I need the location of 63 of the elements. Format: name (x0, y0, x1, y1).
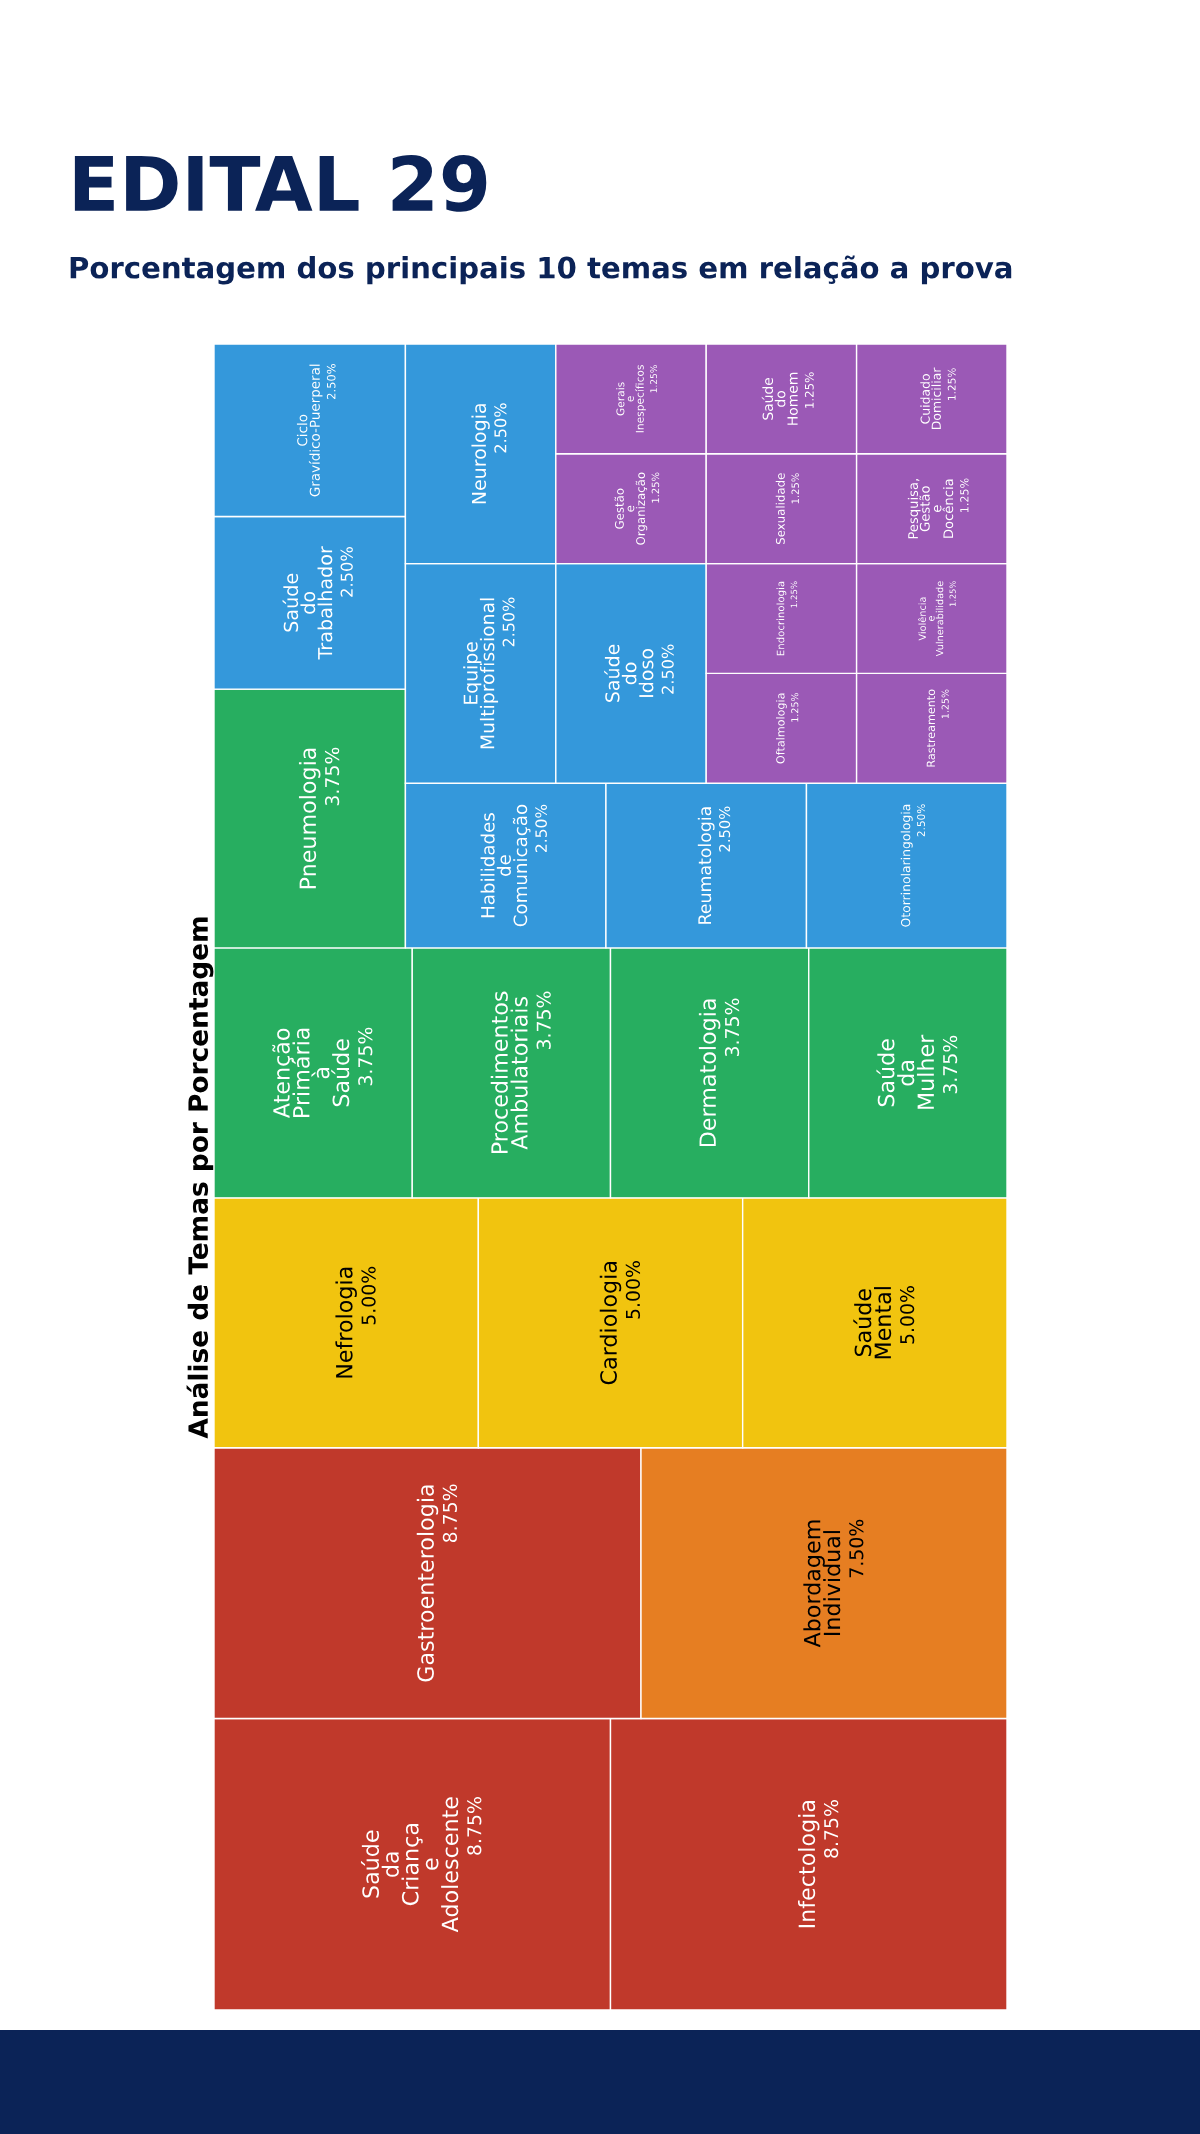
data-label: 1.25% (949, 581, 956, 607)
category-label: Reumatologia (697, 807, 715, 924)
category-label: Gerais e Inespecíficos (616, 365, 646, 433)
data-label: 7.50% (849, 1519, 864, 1578)
category-label: Equipe Multiprofissional (463, 598, 499, 749)
category-label: Procedimentos Ambulatoriais (490, 991, 528, 1154)
data-label: 5.00% (625, 1261, 641, 1319)
category-label: Saúde do Homem (761, 372, 798, 425)
category-label: Ciclo Gravídico-Puerperal (296, 364, 323, 497)
data-label: 2.50% (494, 403, 507, 453)
category-label: Infectologia (798, 1801, 820, 1928)
category-label: Saúde da Mulher (876, 1034, 935, 1109)
text: Análise de Temas por Porcentagem (186, 917, 214, 1439)
data-label: 2.50% (917, 804, 926, 837)
data-label: 2.50% (661, 644, 674, 694)
data-label: 8.75% (442, 1484, 458, 1543)
data-label: 1.25% (960, 478, 969, 513)
data-label: 1.25% (650, 365, 658, 393)
category-label: Rastreamento (926, 689, 936, 767)
category-label: Pneumologia (298, 748, 321, 889)
data-label: 2.50% (502, 597, 515, 647)
category-label: Sexualidade (775, 473, 785, 544)
data-label: 3.75% (536, 991, 551, 1050)
data-label: 5.00% (900, 1286, 915, 1344)
category-label: Habilidades de Comunicação (480, 804, 531, 927)
data-label: 3.75% (358, 1027, 373, 1086)
data-label: 1.25% (791, 473, 800, 504)
data-label: 1.25% (941, 689, 949, 719)
category-label: Saúde do Idoso (604, 644, 654, 702)
category-label: Atenção Primária à Saúde (272, 1028, 350, 1119)
category-label: Saúde Mental (853, 1287, 892, 1359)
data-label: 1.25% (804, 372, 814, 408)
data-label: 2.50% (326, 364, 336, 399)
category-label: Saúde da Criança e Adolescente (360, 1797, 459, 1933)
data-label: 8.75% (467, 1797, 482, 1855)
data-label: 8.75% (824, 1800, 839, 1858)
data-label: 1.25% (790, 581, 798, 608)
data-label: 2.50% (340, 547, 353, 597)
data-label: 2.50% (535, 804, 547, 852)
category-label: Pesquisa, Gestão e Docência (907, 479, 954, 539)
category-label: Nefrologia (335, 1267, 357, 1378)
category-label: Endocrinologia (776, 581, 787, 656)
category-label: Oftalmologia (776, 693, 787, 764)
category-label: Neurologia (471, 404, 490, 504)
category-label: Otorrinolaringologia (900, 804, 913, 927)
category-label: Saúde do Trabalhador (282, 546, 333, 660)
data-label: 1.25% (947, 368, 956, 400)
category-label: Cardiologia (599, 1262, 622, 1385)
data-label: 5.00% (361, 1266, 376, 1325)
data-label: 2.50% (719, 806, 731, 852)
data-label: 3.75% (942, 1035, 958, 1094)
category-label: Cuidado Domiciliar (920, 367, 941, 429)
data-label: 1.25% (791, 693, 799, 722)
category-label: Dermatologia (698, 999, 721, 1147)
category-label: Gestão e Organização (614, 472, 648, 545)
data-label: 3.75% (324, 747, 340, 806)
text: EDITAL 29 (74, 155, 487, 212)
category-label: Gastroenterologia (416, 1485, 439, 1682)
category-label: Violência e Vulnerabilidade (918, 581, 944, 657)
category-label: Abordagem Individual (803, 1520, 841, 1648)
data-label: 3.75% (724, 998, 740, 1057)
text: Porcentagem dos principais 10 temas em relação a prova (70, 255, 1012, 285)
data-label: 1.25% (651, 472, 660, 503)
